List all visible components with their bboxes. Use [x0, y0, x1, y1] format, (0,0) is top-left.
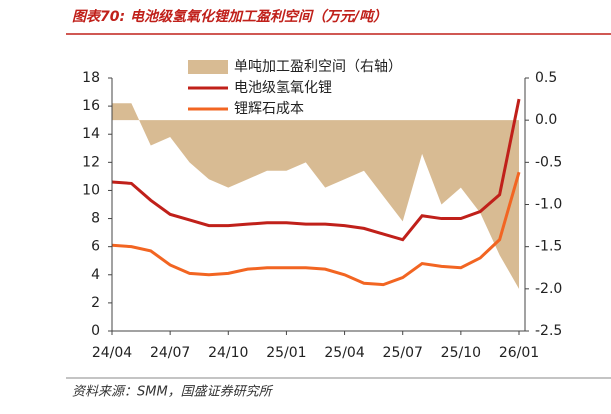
- legend-swatch: [188, 60, 228, 74]
- x-tick-label: 25/01: [266, 345, 306, 361]
- y2-tick-label: -2.0: [535, 281, 562, 297]
- legend-label: 电池级氢氧化锂: [234, 80, 332, 96]
- y-tick-label: 16: [82, 98, 100, 114]
- x-tick-label: 25/10: [441, 345, 481, 361]
- x-tick-label: 24/07: [150, 345, 190, 361]
- x-tick-label: 25/07: [383, 345, 423, 361]
- x-tick-label: 26/01: [499, 345, 539, 361]
- chart-title: 图表70: 电池级氢氧化锂加工盈利空间（万元/吨）: [72, 8, 387, 25]
- y-tick-label: 12: [82, 154, 100, 170]
- y-tick-label: 0: [91, 323, 100, 339]
- y2-tick-label: 0.5: [535, 70, 557, 86]
- y2-tick-label: -1.5: [535, 239, 562, 255]
- legend-label: 锂辉石成本: [234, 101, 304, 117]
- y2-tick-label: -1.0: [535, 197, 562, 213]
- y-tick-label: 10: [82, 182, 100, 198]
- y-tick-label: 4: [91, 267, 100, 283]
- legend-label: 单吨加工盈利空间（右轴）: [234, 59, 402, 75]
- y-tick-label: 14: [82, 126, 100, 142]
- x-tick-label: 24/10: [208, 345, 248, 361]
- y-tick-label: 6: [91, 239, 100, 255]
- y-tick-label: 18: [82, 70, 100, 86]
- series-line: [111, 98, 521, 242]
- y-tick-label: 2: [91, 295, 100, 311]
- x-tick-label: 25/04: [324, 345, 364, 361]
- profit-area: [112, 103, 519, 289]
- x-tick-label: 24/04: [92, 345, 132, 361]
- y2-tick-label: -0.5: [535, 154, 562, 170]
- y-tick-label: 8: [91, 211, 100, 227]
- y2-tick-label: 0.0: [535, 112, 557, 128]
- source: 资料来源：SMM，国盛证券研究所: [72, 384, 274, 400]
- series-line: [111, 171, 521, 287]
- y2-tick-label: -2.5: [535, 323, 562, 339]
